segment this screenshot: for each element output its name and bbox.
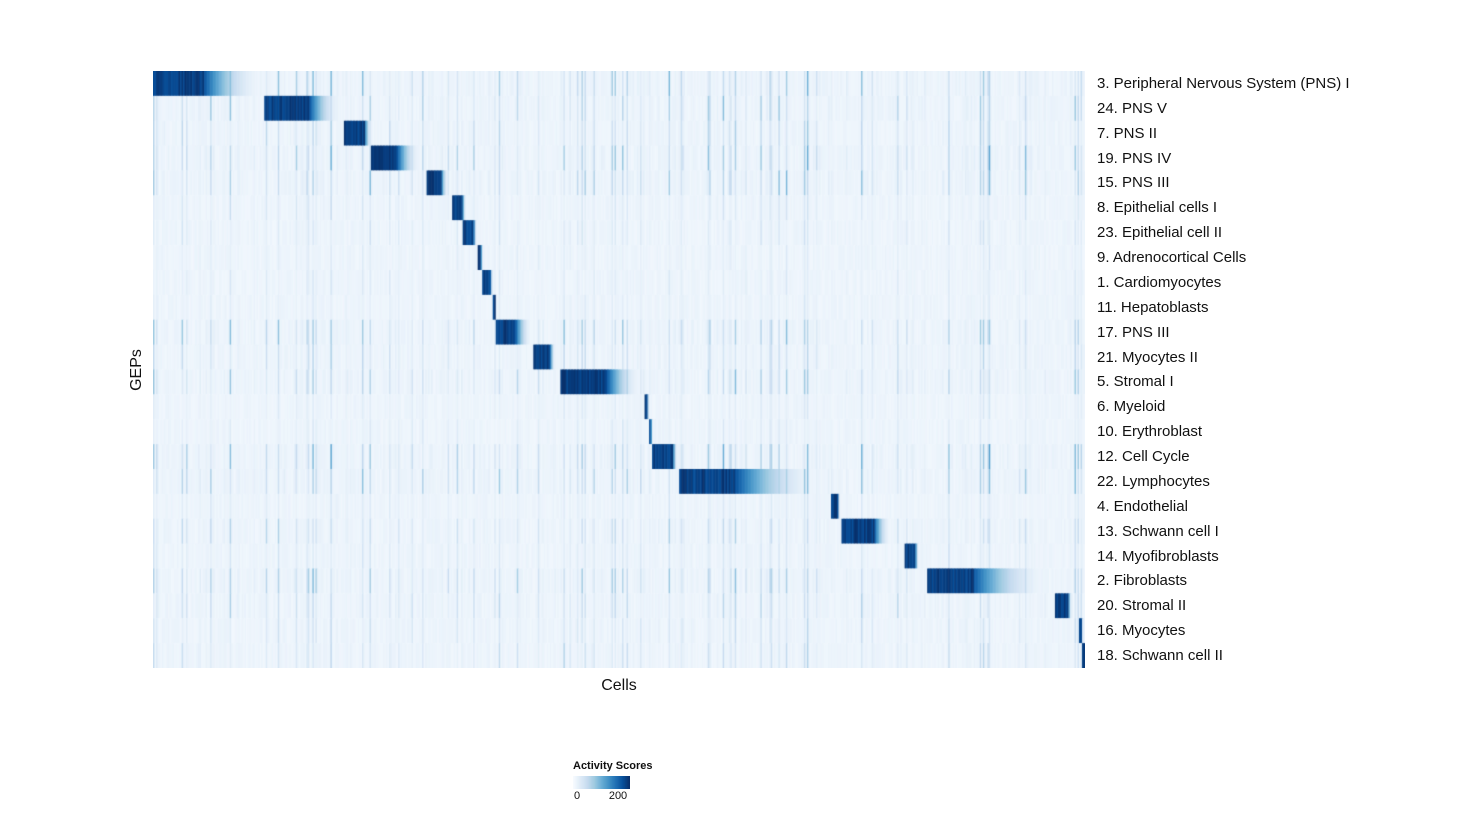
legend-max-label: 200 xyxy=(608,790,628,802)
row-label: 1. Cardiomyocytes xyxy=(1097,273,1222,291)
y-axis-label: GEPs xyxy=(128,348,146,391)
x-axis-label: Cells xyxy=(601,677,637,694)
row-label-column: 3. Peripheral Nervous System (PNS) I 24. … xyxy=(1097,71,1350,668)
row-label: 17. PNS III xyxy=(1097,323,1170,341)
row-label: 7. PNS II xyxy=(1097,124,1158,142)
y-axis-label-wrap: GEPs xyxy=(122,71,152,668)
row-label: 20. Stromal II xyxy=(1097,597,1187,615)
row-label: 12. Cell Cycle xyxy=(1097,448,1190,466)
row-label: 21. Myocytes II xyxy=(1097,348,1198,366)
row-label: 18. Schwann cell II xyxy=(1097,647,1223,665)
row-label: 23. Epithelial cell II xyxy=(1097,224,1223,242)
legend-min-label: 0 xyxy=(573,790,581,802)
row-label: 5. Stromal I xyxy=(1097,373,1174,391)
row-label: 4. Endothelial xyxy=(1097,497,1188,515)
row-label: 16. Myocytes xyxy=(1097,622,1186,640)
legend-ticks: 0 200 xyxy=(573,789,630,803)
row-label: 19. PNS IV xyxy=(1097,149,1172,167)
row-label: 13. Schwann cell I xyxy=(1097,522,1219,540)
heatmap-canvas xyxy=(153,71,1085,668)
row-label: 15. PNS III xyxy=(1097,174,1170,192)
row-label: 14. Myofibroblasts xyxy=(1097,547,1219,565)
legend-title: Activity Scores xyxy=(573,760,653,772)
row-label: 10. Erythroblast xyxy=(1097,423,1203,441)
legend-gradient xyxy=(573,776,630,789)
row-label: 3. Peripheral Nervous System (PNS) I xyxy=(1097,74,1350,92)
row-label: 22. Lymphocytes xyxy=(1097,472,1210,490)
row-label: 6. Myeloid xyxy=(1097,398,1166,416)
row-label: 24. PNS V xyxy=(1097,99,1168,117)
row-label: 9. Adrenocortical Cells xyxy=(1097,249,1247,267)
legend: Activity Scores 0 200 xyxy=(573,760,652,803)
row-label: 11. Hepatoblasts xyxy=(1097,298,1209,316)
row-label: 8. Epithelial cells I xyxy=(1097,199,1218,217)
row-label: 2. Fibroblasts xyxy=(1097,572,1188,590)
